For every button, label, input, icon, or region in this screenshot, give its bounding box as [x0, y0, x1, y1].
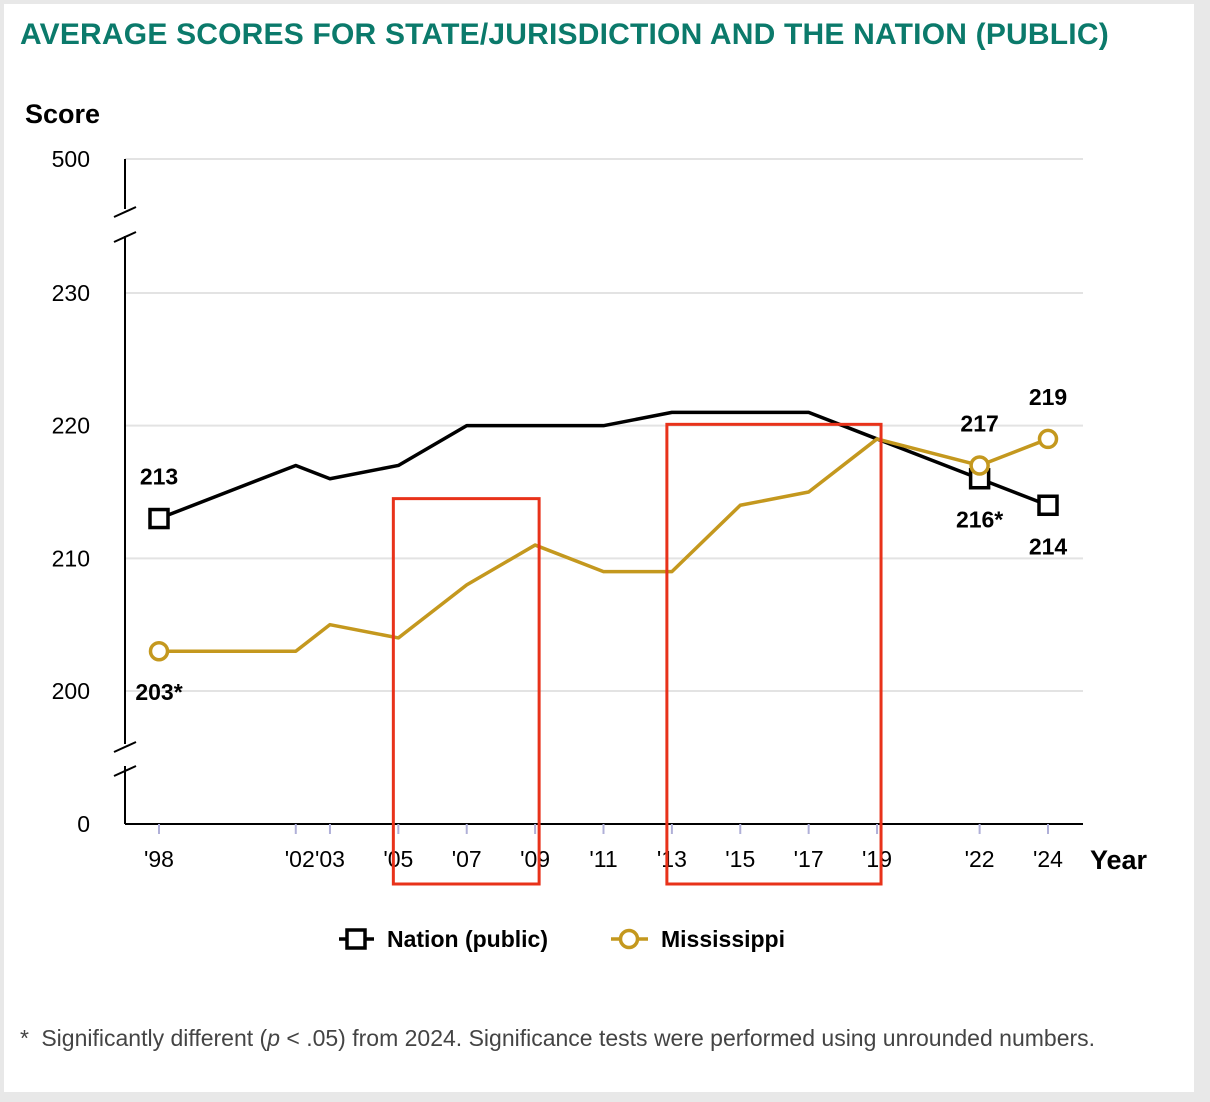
mississippi-point-marker [969, 455, 990, 476]
line-chart: Score 500 230 220 210 200 0 '98 '02'03 '05 '07 '09 '… [25, 99, 1148, 952]
y-tick-label: 200 [52, 678, 90, 704]
data-label: 219 [1029, 384, 1067, 410]
data-label: 216* [956, 507, 1003, 533]
nation-line [158, 410, 1049, 521]
legend-nation-swatch-marker [345, 928, 367, 950]
x-tick-label: '24 [1033, 846, 1063, 872]
footnote-p-symbol: p [267, 1025, 280, 1051]
axis-break-mark [113, 741, 137, 753]
data-label: 203* [135, 679, 182, 705]
y-axis-title: Score [25, 99, 100, 129]
x-tick-label: '03 [315, 846, 345, 872]
x-tick-label: '09 [520, 846, 550, 872]
highlight-box [665, 422, 883, 886]
x-axis-title: Year [1090, 845, 1148, 875]
nation-point-marker [1037, 494, 1059, 517]
mississippi-point-marker [1037, 428, 1059, 450]
x-tick-label: '22 [965, 846, 995, 872]
footnote-text-before: Significantly different ( [41, 1025, 268, 1051]
x-tick-label: '13 [657, 846, 687, 872]
x-tick-label: '02 [285, 846, 315, 872]
data-label: 217 [960, 410, 998, 436]
legend-nation-label: Nation (public) [387, 926, 548, 952]
data-label: 214 [1029, 533, 1068, 559]
chart-title: AVERAGE SCORES FOR STATE/JURISDICTION AN… [20, 18, 1109, 51]
y-tick-label: 230 [52, 280, 90, 306]
x-tick-label: '17 [794, 846, 824, 872]
x-tick-label: '98 [144, 846, 174, 872]
footnote-star: * [20, 1025, 29, 1051]
axis-break-mark [113, 206, 137, 218]
mississippi-line [159, 437, 1049, 653]
axis-break-mark [113, 765, 137, 777]
nation-point-marker [148, 507, 170, 530]
x-tick-label: '15 [725, 846, 755, 872]
y-tick-label: 220 [52, 413, 90, 439]
data-label: 213 [140, 464, 178, 490]
footnote: * Significantly different (p < .05) from… [20, 1024, 1170, 1053]
axis-break-mark [113, 231, 137, 243]
y-tick-label: 500 [52, 146, 90, 172]
x-tick-label: '11 [589, 846, 617, 872]
mississippi-point-marker [148, 640, 170, 662]
y-tick-label: 0 [77, 811, 90, 837]
x-tick-label: '07 [452, 846, 482, 872]
chart-card: AVERAGE SCORES FOR STATE/JURISDICTION AN… [4, 4, 1194, 1092]
y-tick-label: 210 [52, 545, 90, 571]
x-tick-label: '19 [862, 846, 892, 872]
highlight-box [391, 497, 541, 886]
legend-mississippi-label: Mississippi [661, 926, 785, 952]
x-tick-label: '05 [383, 846, 413, 872]
legend-mississippi-swatch-marker [618, 928, 640, 950]
footnote-text-after: < .05) from 2024. Significance tests wer… [280, 1025, 1096, 1051]
